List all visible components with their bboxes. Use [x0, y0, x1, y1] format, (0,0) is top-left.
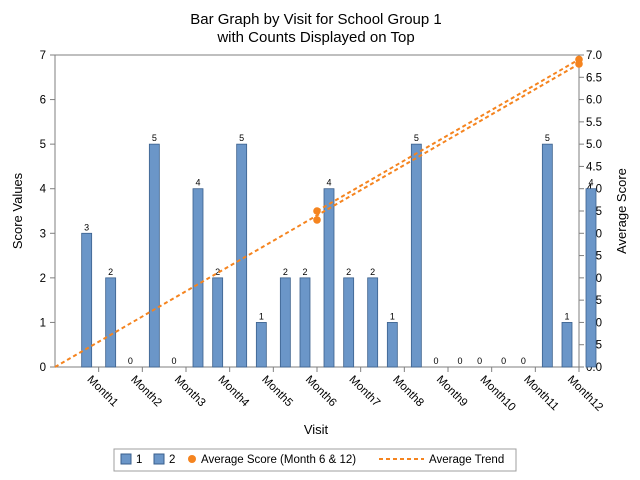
y2-tick-label: 5.0 [586, 139, 602, 151]
bar-value-label: 1 [564, 311, 569, 321]
y-axis-ticks: 0 1 2 3 4 5 6 7 [40, 50, 55, 374]
trend-line [316, 58, 580, 212]
bar-value-label: 2 [346, 267, 351, 277]
y-tick-label: 3 [40, 228, 46, 240]
bar-series-1 [81, 232, 93, 368]
bar-series-1 [255, 322, 267, 368]
bar-value-label: 0 [433, 356, 438, 366]
bar-value-label: 1 [390, 311, 395, 321]
average-point [313, 216, 321, 224]
y-tick-label: 5 [40, 139, 46, 151]
x-tick-label: Month9 [434, 374, 470, 410]
y-tick-label: 0 [40, 362, 46, 374]
bar-value-label: 1 [259, 311, 264, 321]
bar-series-2 [148, 143, 160, 368]
average-point [313, 207, 321, 215]
bar-series-2 [541, 143, 553, 368]
bar-value-label: 5 [152, 133, 157, 143]
legend-swatch-1 [120, 453, 132, 465]
chart-subtitle: with Counts Displayed on Top [216, 29, 414, 46]
chart-title: Bar Graph by Visit for School Group 1 [190, 11, 442, 28]
legend-swatch-2 [153, 453, 165, 465]
legend-label-average: Average Score (Month 6 & 12) [201, 454, 356, 466]
y2-tick-label: 6.0 [586, 95, 602, 107]
x-axis-ticks: Month1 Month2 Month3 Month4 Month5 Month6 Mont… [85, 367, 605, 414]
bar-value-label: 0 [457, 356, 462, 366]
y2-tick-label: 6.5 [586, 72, 602, 84]
bar-series-1 [386, 322, 398, 368]
bars-group [81, 143, 597, 368]
bar-labels-group: 3 0 0 2 1 2 2 1 0 0 0 1 2 5 4 5 2 4 2 5 0 0 5 4 [84, 133, 593, 366]
bar-value-label: 2 [108, 267, 113, 277]
bar-value-label: 0 [128, 356, 133, 366]
y-tick-label: 7 [40, 50, 46, 62]
x-tick-label: Month5 [259, 374, 295, 410]
bar-value-label: 2 [283, 267, 288, 277]
bar-series-2 [105, 277, 117, 368]
bar-value-label: 2 [370, 267, 375, 277]
average-points-group [313, 55, 583, 224]
legend-label-trend: Average Trend [429, 454, 504, 466]
bar-value-label: 3 [84, 222, 89, 232]
y-tick-label: 2 [40, 273, 46, 285]
x-axis-label: Visit [304, 422, 329, 437]
x-tick-label: Month6 [303, 374, 339, 410]
y2-axis-label: Average Score [614, 168, 629, 254]
trend-line [54, 63, 580, 368]
x-tick-label: Month3 [172, 374, 208, 410]
x-tick-label: Month7 [347, 374, 383, 410]
y2-tick-label: 4.5 [586, 161, 602, 173]
x-tick-label: Month8 [390, 374, 426, 410]
y2-tick-label: 5.5 [586, 117, 602, 129]
bar-series-2 [192, 188, 204, 368]
bar-series-1 [343, 277, 355, 368]
y-tick-label: 6 [40, 95, 46, 107]
trend-lines-group [54, 58, 580, 368]
bar-series-2 [367, 277, 379, 368]
bar-value-label: 4 [195, 178, 200, 188]
x-tick-label: Month4 [216, 374, 252, 410]
x-tick-label: Month1 [85, 374, 121, 410]
x-tick-label: Month10 [478, 374, 518, 414]
y2-tick-label: 7.0 [586, 50, 602, 62]
bar-value-label: 0 [521, 356, 526, 366]
y-tick-label: 1 [40, 317, 46, 329]
y-tick-label: 4 [40, 184, 47, 196]
bar-value-label: 0 [477, 356, 482, 366]
x-tick-label: Month11 [521, 374, 561, 414]
bar-series-2 [279, 277, 291, 368]
bar-value-label: 0 [501, 356, 506, 366]
legend-average-marker [188, 455, 196, 463]
bar-series-2 [323, 188, 335, 368]
bar-value-label: 5 [239, 133, 244, 143]
bar-value-label: 0 [171, 356, 176, 366]
x-tick-label: Month12 [565, 374, 605, 414]
bar-series-1 [561, 322, 573, 368]
bar-value-label: 4 [326, 178, 331, 188]
bar-value-label: 5 [545, 133, 550, 143]
average-point [575, 55, 583, 64]
bar-value-label: 2 [215, 267, 220, 277]
legend-label-1: 1 [136, 454, 142, 466]
bar-value-label: 2 [302, 267, 307, 277]
legend-frame [113, 448, 517, 472]
bar-series-1 [212, 277, 224, 368]
bar-series-2 [236, 143, 248, 368]
y-axis-label: Score Values [10, 172, 25, 249]
bar-value-label: 4 [588, 178, 593, 188]
x-tick-label: Month2 [128, 374, 164, 410]
bar-series-2 [410, 143, 422, 368]
bar-series-2 [585, 188, 597, 368]
bar-value-label: 5 [414, 133, 419, 143]
legend-label-2: 2 [169, 454, 175, 466]
bar-series-1 [299, 277, 311, 368]
